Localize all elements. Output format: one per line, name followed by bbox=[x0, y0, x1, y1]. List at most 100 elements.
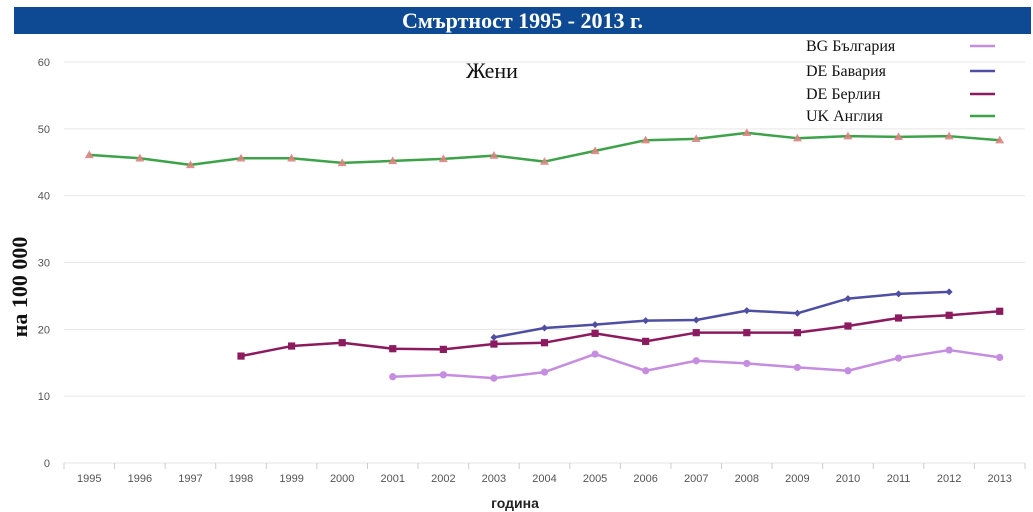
x-tick-label: 2004 bbox=[532, 473, 556, 485]
x-tick-label: 2002 bbox=[431, 473, 455, 485]
data-point bbox=[844, 367, 852, 375]
x-tick-label: 1997 bbox=[178, 473, 202, 485]
legend-label: UK Англия bbox=[806, 108, 884, 125]
chart-title: Смъртност 1995 - 2013 г. bbox=[401, 8, 644, 33]
y-tick-label: 20 bbox=[38, 324, 50, 336]
y-tick-label: 50 bbox=[38, 124, 50, 136]
data-point bbox=[135, 153, 145, 162]
x-tick-label: 2010 bbox=[836, 473, 860, 485]
data-point bbox=[490, 340, 498, 348]
x-tick-label: 2005 bbox=[583, 473, 607, 485]
data-point bbox=[743, 359, 751, 368]
data-point bbox=[642, 337, 650, 345]
y-tick-label: 30 bbox=[38, 258, 50, 270]
data-point bbox=[338, 339, 346, 347]
data-point bbox=[692, 357, 700, 365]
data-point bbox=[540, 368, 549, 376]
data-point bbox=[894, 354, 903, 362]
data-point bbox=[945, 346, 953, 354]
data-point bbox=[996, 307, 1004, 315]
data-point bbox=[996, 353, 1004, 362]
data-point bbox=[540, 157, 549, 165]
y-tick-label: 60 bbox=[38, 57, 50, 69]
data-point bbox=[692, 316, 700, 324]
data-point bbox=[288, 342, 296, 350]
x-tick-label: 1995 bbox=[77, 473, 101, 485]
series-line bbox=[84, 128, 1005, 169]
data-point bbox=[894, 132, 904, 141]
data-point bbox=[995, 135, 1005, 144]
y-axis-label: на 100 000 bbox=[7, 237, 32, 338]
x-tick-label: 2008 bbox=[735, 473, 759, 485]
data-point bbox=[792, 133, 802, 142]
x-tick-label: 1996 bbox=[128, 473, 152, 485]
legend: BG България DE Бавария DE Берлин UK Англия bbox=[806, 38, 995, 125]
x-tick-label: 2011 bbox=[887, 473, 911, 485]
data-point bbox=[185, 160, 195, 169]
data-point bbox=[743, 329, 751, 337]
data-point bbox=[237, 352, 245, 360]
data-point bbox=[490, 333, 498, 341]
data-point bbox=[591, 321, 599, 329]
series-line bbox=[389, 346, 1004, 382]
x-tick-label: 2000 bbox=[330, 473, 354, 485]
x-tick-label: 2006 bbox=[633, 473, 657, 485]
data-point bbox=[692, 329, 700, 337]
x-tick-label: 1998 bbox=[229, 473, 253, 485]
data-point bbox=[894, 314, 903, 322]
data-point bbox=[439, 345, 447, 353]
series-line bbox=[490, 288, 953, 341]
x-tick-label: 2007 bbox=[684, 473, 708, 485]
data-point bbox=[642, 367, 650, 375]
data-point bbox=[793, 309, 801, 317]
data-point bbox=[389, 345, 397, 353]
x-tick-label: 2001 bbox=[381, 473, 405, 485]
data-point bbox=[337, 158, 347, 167]
data-point bbox=[844, 322, 852, 330]
series-path bbox=[240, 310, 1000, 358]
x-axis-ticks: 1995 1996 1997 1998 1999 2000 2001 2002 2003 2004… bbox=[63, 463, 1026, 485]
y-tick-label: 40 bbox=[38, 191, 50, 203]
chart-subtitle: Жени bbox=[466, 58, 518, 83]
data-point bbox=[641, 135, 651, 144]
data-point bbox=[642, 317, 650, 325]
data-point bbox=[590, 146, 600, 155]
legend-label: DE Берлин bbox=[806, 86, 881, 103]
chart-title-bar: Смъртност 1995 - 2013 г. bbox=[14, 7, 1031, 34]
data-point bbox=[944, 131, 954, 140]
data-point bbox=[389, 373, 397, 381]
data-point bbox=[591, 329, 599, 337]
series-group bbox=[84, 128, 1005, 382]
data-point bbox=[489, 151, 499, 159]
x-tick-label: 2013 bbox=[987, 473, 1011, 485]
y-axis-ticks: 0 10 20 30 40 50 60 bbox=[38, 57, 50, 470]
data-point bbox=[743, 307, 751, 315]
x-tick-label: 2003 bbox=[482, 473, 506, 485]
data-point bbox=[438, 154, 448, 163]
legend-label: DE Бавария bbox=[806, 63, 887, 80]
x-tick-label: 2009 bbox=[785, 473, 809, 485]
data-point bbox=[945, 311, 953, 319]
data-point bbox=[540, 339, 549, 347]
x-axis-label: година bbox=[491, 495, 539, 511]
data-point bbox=[236, 153, 246, 162]
data-point bbox=[541, 324, 548, 332]
legend-label: BG България bbox=[806, 38, 896, 55]
data-point bbox=[793, 329, 801, 337]
x-tick-label: 1999 bbox=[279, 473, 303, 485]
data-point bbox=[490, 374, 498, 382]
data-point bbox=[84, 150, 94, 159]
data-point bbox=[895, 290, 903, 298]
y-tick-label: 0 bbox=[44, 458, 50, 470]
data-point bbox=[591, 350, 599, 358]
data-point bbox=[844, 295, 852, 303]
data-point bbox=[945, 288, 953, 296]
x-tick-label: 2012 bbox=[937, 473, 961, 485]
data-point bbox=[287, 153, 297, 162]
series-path bbox=[493, 290, 950, 339]
data-point bbox=[843, 131, 853, 140]
data-point bbox=[793, 363, 801, 372]
data-point bbox=[691, 134, 701, 143]
data-point bbox=[388, 156, 398, 165]
